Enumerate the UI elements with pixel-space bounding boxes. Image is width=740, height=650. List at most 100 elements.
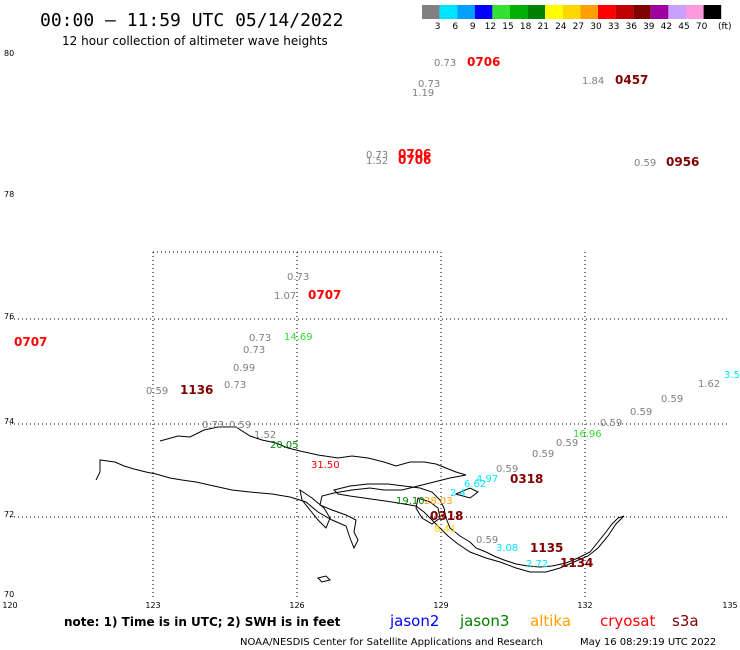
satellite-s3a: s3a bbox=[672, 612, 699, 630]
wave-height-label: 0.59 bbox=[630, 407, 652, 418]
wave-height-label: 0.59 bbox=[556, 438, 578, 449]
wave-height-label: 4.97 bbox=[476, 474, 498, 485]
legend-swatch bbox=[615, 5, 634, 19]
wave-height-label: 2.4 bbox=[450, 488, 466, 499]
wave-height-label: 1.19 bbox=[412, 88, 434, 99]
wave-height-label: 0.73 bbox=[202, 420, 224, 431]
lon-tick-label: 135 bbox=[722, 601, 737, 610]
legend-swatch bbox=[633, 5, 651, 19]
wave-height-label: 0.73 bbox=[366, 150, 388, 161]
legend-value: 24 bbox=[555, 22, 567, 32]
wave-height-label: 14.69 bbox=[284, 332, 313, 343]
wave-height-label: 0.59 bbox=[229, 420, 251, 431]
legend-value: 39 bbox=[643, 22, 655, 32]
legend-swatch bbox=[650, 5, 669, 19]
satellite-jason3: jason3 bbox=[459, 612, 509, 630]
time-label: 1134 bbox=[560, 556, 593, 570]
legend-value: 6 bbox=[452, 22, 458, 32]
lon-tick-label: 132 bbox=[577, 601, 592, 610]
legend-value: 3 bbox=[435, 22, 441, 32]
lon-tick-label: 123 bbox=[145, 601, 160, 610]
legend-value: 33 bbox=[608, 22, 619, 32]
wave-height-label: 0.73 bbox=[249, 333, 271, 344]
coastline bbox=[95, 426, 625, 583]
wave-height-label: 2.72 bbox=[526, 559, 548, 570]
lon-tick-label: 126 bbox=[289, 601, 304, 610]
legend-value: 21 bbox=[537, 22, 548, 32]
legend-swatch bbox=[439, 5, 458, 19]
legend-swatch bbox=[598, 5, 616, 19]
wave-height-label: 0.59 bbox=[496, 464, 518, 475]
legend-value: 15 bbox=[502, 22, 513, 32]
satellite-legend: jason2 jason3 altika cryosat s3a bbox=[389, 612, 699, 630]
wave-height-label: 0.73 bbox=[224, 380, 246, 391]
wave-height-label: 1.84 bbox=[582, 76, 604, 87]
time-label: 0706 bbox=[398, 153, 431, 167]
satellite-jason2: jason2 bbox=[389, 612, 439, 630]
lat-lon-grid bbox=[10, 251, 730, 597]
lat-tick-label: 80 bbox=[4, 49, 14, 58]
time-label: 0706 bbox=[467, 55, 500, 69]
legend-swatch bbox=[668, 5, 686, 19]
legend-swatch bbox=[545, 5, 563, 19]
wave-height-label: 6.62 bbox=[464, 479, 486, 490]
legend-swatch bbox=[562, 5, 581, 19]
legend-value: 42 bbox=[661, 22, 672, 32]
wave-height-label: 3.5 bbox=[724, 370, 740, 381]
wave-height-label: 1.52 bbox=[254, 430, 276, 441]
legend-swatch bbox=[703, 5, 722, 19]
wave-height-label: 0.59 bbox=[476, 535, 498, 546]
time-label: 1136 bbox=[180, 383, 213, 397]
time-label: 0956 bbox=[666, 155, 699, 169]
wave-height-label: 0.73 bbox=[287, 272, 309, 283]
wave-height-label: 1.07 bbox=[274, 291, 296, 302]
wave-height-label: 0.59 bbox=[532, 449, 554, 460]
satellite-altika: altika bbox=[530, 612, 571, 630]
legend-value: 45 bbox=[678, 22, 689, 32]
legend-value: 70 bbox=[696, 22, 708, 32]
wave-height-legend: 3 6 9 12 15 18 21 24 27 30 33 36 39 42 45 70 (ft) bbox=[422, 5, 732, 32]
wave-height-label: 3.08 bbox=[496, 543, 518, 554]
wave-height-label: 0.59 bbox=[600, 418, 622, 429]
satellite-cryosat: cryosat bbox=[600, 612, 655, 630]
wave-height-label: 0.73 bbox=[434, 58, 456, 69]
wave-height-label: 8.41 bbox=[434, 524, 456, 535]
footer-note: note: 1) Time is in UTC; 2) SWH is in fe… bbox=[64, 615, 341, 629]
footer-timestamp: May 16 08:29:19 UTC 2022 bbox=[580, 637, 716, 648]
legend-value: 9 bbox=[470, 22, 476, 32]
lon-tick-label: 120 bbox=[2, 601, 17, 610]
wave-height-label: 0.59 bbox=[146, 386, 168, 397]
wave-height-label: 0.99 bbox=[233, 363, 255, 374]
legend-value: 30 bbox=[590, 22, 602, 32]
wave-height-label: 20.05 bbox=[270, 440, 299, 451]
legend-swatch bbox=[686, 5, 704, 19]
legend-swatch bbox=[492, 5, 510, 19]
time-label: 0318 bbox=[510, 472, 543, 486]
legend-value: 12 bbox=[485, 22, 496, 32]
lat-tick-label: 70 bbox=[4, 590, 14, 599]
footer-credit: NOAA/NESDIS Center for Satellite Applica… bbox=[240, 637, 543, 648]
time-label: 0706 bbox=[398, 147, 431, 161]
wave-height-label: 0.73 bbox=[418, 79, 440, 90]
wave-height-label: 28.03 bbox=[424, 496, 453, 507]
legend-unit: (ft) bbox=[718, 22, 732, 32]
wave-height-label: 0.59 bbox=[661, 394, 683, 405]
lat-tick-label: 72 bbox=[4, 510, 14, 519]
wave-height-label: 16.96 bbox=[573, 429, 602, 440]
time-label: 0707 bbox=[14, 335, 47, 349]
wave-height-label: 19.10 bbox=[396, 496, 425, 507]
legend-value: 36 bbox=[625, 22, 637, 32]
wave-height-label: 1.62 bbox=[698, 379, 720, 390]
wave-height-label: 31.50 bbox=[311, 460, 340, 471]
time-label: 0457 bbox=[615, 73, 648, 87]
legend-swatch bbox=[457, 5, 475, 19]
legend-value: 18 bbox=[520, 22, 532, 32]
time-label: 1135 bbox=[530, 541, 563, 555]
time-label: 0707 bbox=[308, 288, 341, 302]
legend-swatch bbox=[527, 5, 546, 19]
lat-tick-label: 74 bbox=[4, 417, 14, 426]
map-title: 00:00 – 11:59 UTC 05/14/2022 bbox=[40, 10, 343, 31]
legend-swatch bbox=[510, 5, 528, 19]
lat-tick-label: 78 bbox=[4, 190, 14, 199]
